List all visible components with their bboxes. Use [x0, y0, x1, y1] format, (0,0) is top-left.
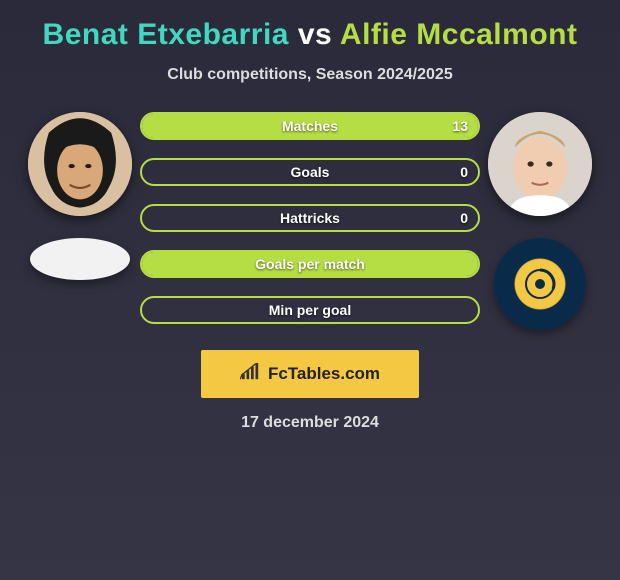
- brand-badge: FcTables.com: [201, 350, 419, 398]
- chart-icon: [240, 363, 262, 386]
- player2-avatar: [488, 112, 592, 216]
- main-area: Matches 13 Goals 0 Hattricks 0 Goals per match…: [0, 112, 620, 330]
- player1-team-logo: [30, 238, 130, 280]
- page-title: Benat Etxebarria vs Alfie Mccalmont: [43, 18, 578, 52]
- stat-value-right: 13: [452, 118, 468, 134]
- stat-row: Hattricks 0: [140, 204, 480, 232]
- vs-text: vs: [298, 18, 332, 51]
- comparison-card: Benat Etxebarria vs Alfie Mccalmont Club…: [0, 0, 620, 442]
- player2-name: Alfie Mccalmont: [340, 18, 578, 51]
- stat-row: Goals per match: [140, 250, 480, 278]
- right-column: [480, 112, 600, 330]
- stat-label: Min per goal: [269, 302, 351, 318]
- stat-value-right: 0: [460, 210, 468, 226]
- stat-label: Goals per match: [255, 256, 365, 272]
- stat-row: Goals 0: [140, 158, 480, 186]
- player1-name: Benat Etxebarria: [43, 18, 289, 51]
- stat-label: Hattricks: [280, 210, 340, 226]
- stat-row: Matches 13: [140, 112, 480, 140]
- stats-bars: Matches 13 Goals 0 Hattricks 0 Goals per match…: [140, 112, 480, 330]
- left-column: [20, 112, 140, 330]
- stat-label: Matches: [282, 118, 338, 134]
- stat-label: Goals: [291, 164, 330, 180]
- brand-text: FcTables.com: [268, 364, 380, 384]
- player1-avatar: [28, 112, 132, 216]
- subtitle: Club competitions, Season 2024/2025: [167, 66, 452, 84]
- stat-value-right: 0: [460, 164, 468, 180]
- date-text: 17 december 2024: [241, 414, 379, 432]
- stat-row: Min per goal: [140, 296, 480, 324]
- player2-team-logo: [494, 238, 586, 330]
